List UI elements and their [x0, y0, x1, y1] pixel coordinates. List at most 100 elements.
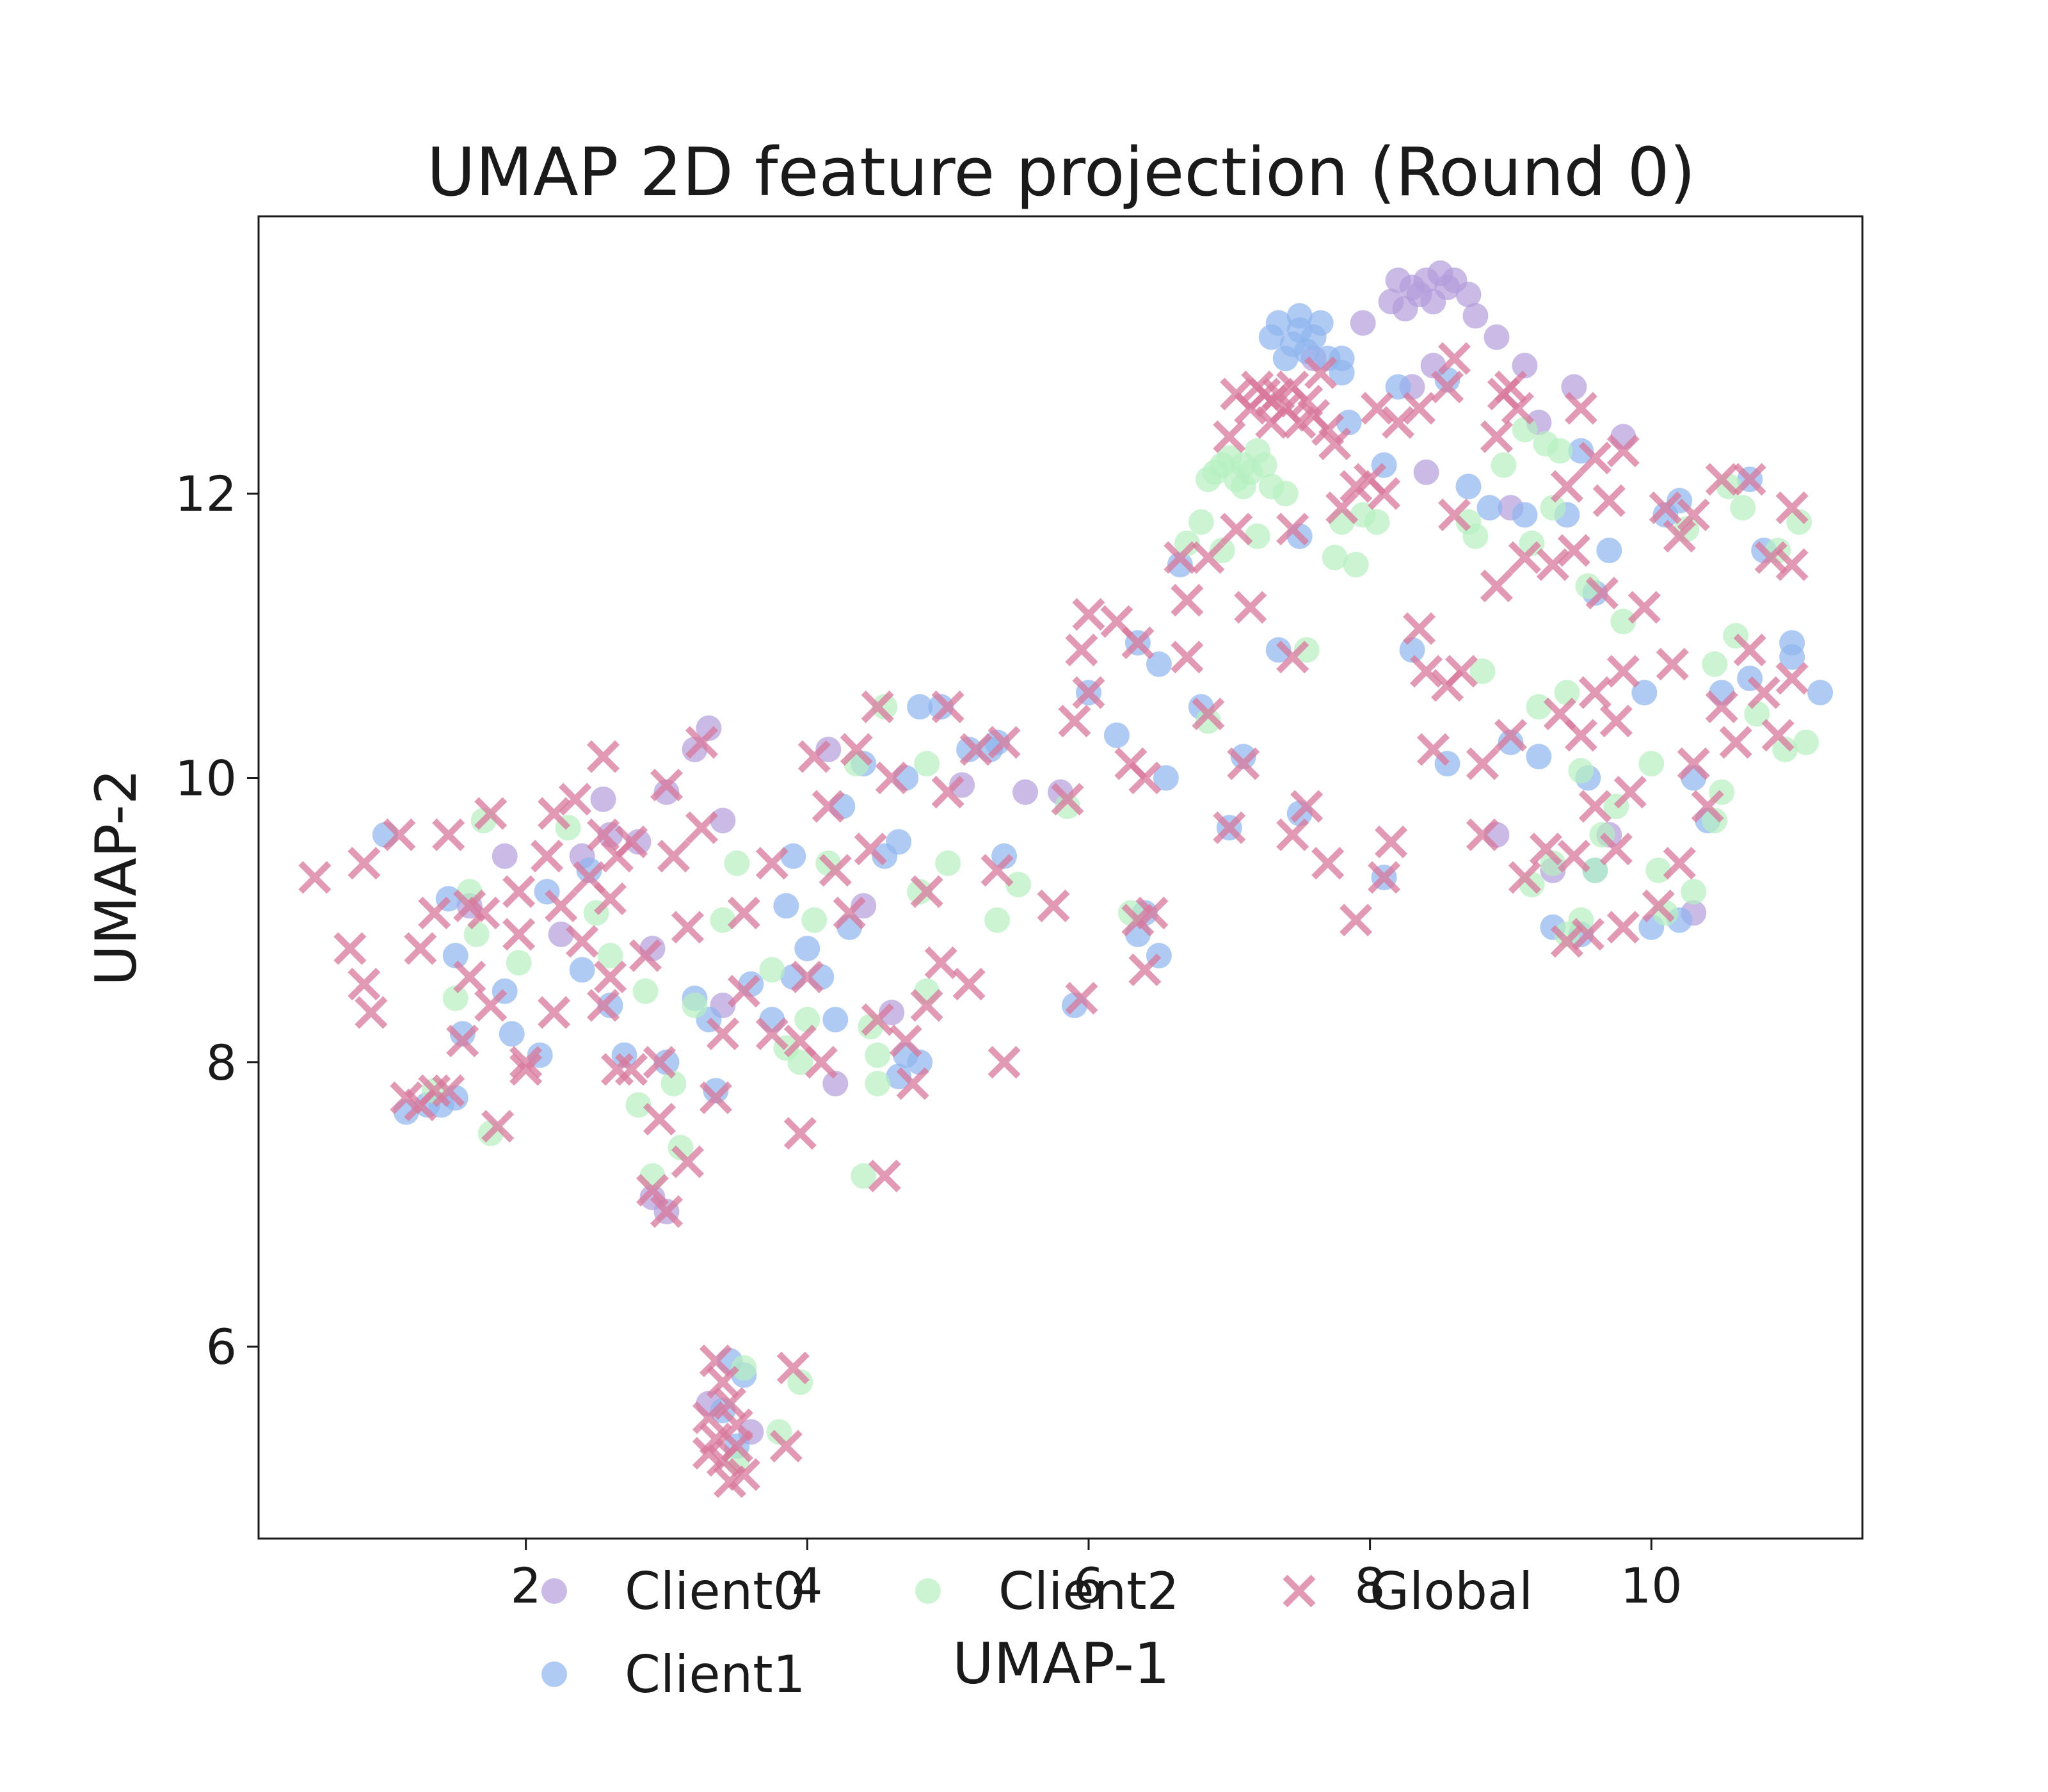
data-point-client1: [1103, 722, 1130, 748]
data-point-global: [1733, 634, 1766, 667]
data-point-global: [1437, 498, 1471, 532]
data-point-global: [1444, 655, 1478, 688]
data-point-client2: [1462, 523, 1489, 549]
data-point-global: [1656, 648, 1689, 681]
data-point-global: [692, 1401, 725, 1434]
data-point-global: [1705, 690, 1738, 723]
data-point-global: [755, 847, 788, 880]
data-point-global: [924, 946, 957, 979]
data-point-global: [1599, 833, 1633, 866]
data-point-global: [861, 1003, 894, 1036]
y-tick-label: 6: [206, 1318, 237, 1375]
data-point-client2: [597, 943, 623, 969]
y-tick-label: 8: [206, 1034, 237, 1091]
data-point-global: [1171, 641, 1204, 674]
data-point-global: [1340, 470, 1373, 503]
data-point-client1: [1265, 637, 1292, 663]
data-point-global: [931, 776, 964, 809]
data-point-global: [1164, 541, 1197, 574]
legend-item-client1: Client1: [541, 1645, 806, 1704]
data-point-client1: [1286, 303, 1313, 329]
data-point-global: [1480, 570, 1513, 603]
data-point-client2: [1188, 509, 1214, 535]
data-point-global: [1304, 356, 1338, 389]
data-point-client2: [1638, 751, 1665, 777]
data-point-client1: [569, 957, 595, 983]
data-point-client2: [710, 907, 736, 933]
data-point-client1: [1258, 324, 1284, 350]
data-point-global: [1072, 598, 1105, 631]
data-point-client1: [1385, 374, 1411, 400]
data-point-global: [1578, 442, 1612, 475]
x-axis-label: UMAP-1: [952, 1631, 1169, 1697]
series-global: [298, 342, 1809, 1498]
data-point-global: [952, 968, 986, 1001]
data-point-global: [706, 1017, 739, 1050]
data-point-client1: [1153, 765, 1179, 791]
data-point-client1: [1526, 744, 1552, 770]
legend: Client0 Client1 Client2 Global: [541, 1562, 1533, 1704]
data-point-global: [587, 818, 620, 851]
data-point-client1: [1498, 729, 1524, 755]
data-point-client2: [625, 1092, 652, 1118]
data-point-client2: [724, 850, 750, 876]
data-point-global: [1220, 513, 1253, 546]
legend-marker-client2: [915, 1578, 941, 1604]
data-point-global: [776, 1351, 810, 1384]
data-point-global: [1557, 840, 1590, 873]
data-point-global: [1227, 747, 1260, 780]
data-point-global: [432, 1074, 465, 1107]
data-point-client2: [1364, 509, 1390, 535]
data-point-global: [1529, 833, 1562, 866]
data-point-client2: [1540, 495, 1566, 521]
data-point-client1: [576, 857, 602, 883]
data-point-global: [467, 897, 500, 930]
data-point-global: [959, 733, 993, 766]
data-point-global: [481, 1110, 515, 1143]
data-point-global: [355, 996, 388, 1029]
data-point-global: [650, 1195, 684, 1228]
data-point-client2: [632, 978, 659, 1004]
data-point-global: [1220, 378, 1253, 411]
data-point-client1: [1308, 310, 1334, 336]
data-point-global: [980, 854, 1014, 887]
data-point-client2: [463, 921, 490, 947]
data-point-client2: [766, 1419, 792, 1445]
data-point-global: [1761, 719, 1795, 752]
data-point-global: [1606, 911, 1640, 944]
data-point-global: [1072, 676, 1105, 709]
data-point-global: [1437, 342, 1471, 375]
data-point-global: [1775, 491, 1809, 524]
data-point-client1: [1399, 637, 1425, 663]
data-point-client2: [682, 992, 708, 1018]
data-point-global: [1410, 655, 1443, 688]
legend-marker-client0: [541, 1578, 567, 1604]
data-point-client2: [1786, 509, 1812, 535]
data-point-global: [348, 847, 381, 880]
data-point-global: [1213, 811, 1246, 844]
data-point-client0: [1378, 289, 1404, 315]
data-point-global: [1550, 470, 1583, 503]
data-point-global: [896, 1067, 929, 1100]
data-point-global: [509, 1046, 543, 1079]
data-point-global: [1325, 491, 1359, 524]
data-point-client1: [928, 694, 954, 720]
data-point-client2: [1772, 737, 1798, 763]
data-point-global: [643, 1103, 676, 1136]
y-tick-label: 10: [175, 749, 237, 806]
data-point-client2: [731, 1355, 757, 1381]
data-point-global: [1571, 918, 1604, 951]
data-point-client2: [1554, 921, 1580, 947]
data-point-global: [1192, 541, 1225, 574]
data-point-global: [1416, 733, 1450, 766]
data-point-global: [432, 818, 465, 851]
data-point-client0: [1484, 324, 1510, 350]
data-point-client1: [956, 737, 982, 763]
data-point-global: [671, 911, 705, 944]
legend-label-client1: Client1: [625, 1645, 806, 1704]
data-point-client1: [1631, 680, 1658, 706]
data-point-global: [685, 726, 718, 759]
data-point-client1: [653, 1049, 680, 1075]
data-point-client2: [1793, 729, 1820, 755]
data-point-global: [1564, 719, 1597, 752]
